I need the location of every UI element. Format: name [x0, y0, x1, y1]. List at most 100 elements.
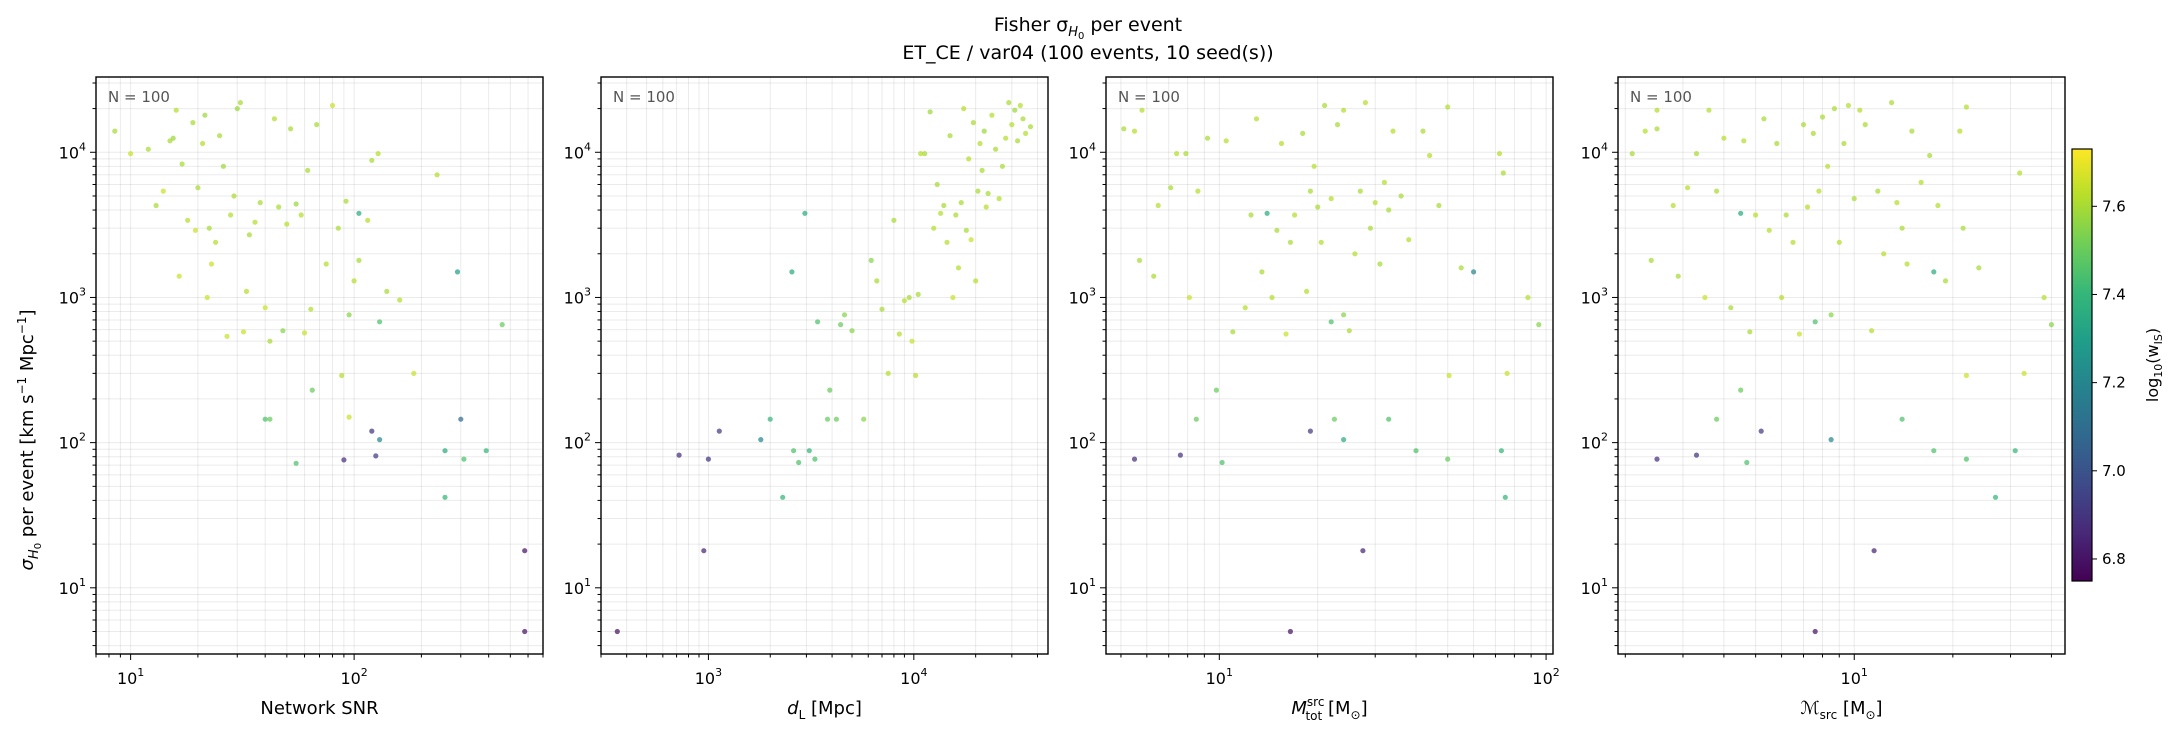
scatter-point [983, 204, 989, 210]
scatter-point [483, 448, 489, 454]
scatter-point [204, 294, 210, 301]
scatter-point [1828, 312, 1834, 318]
scatter-point [999, 163, 1006, 169]
scatter-point [1328, 319, 1334, 325]
scatter-point [192, 227, 198, 233]
scatter-point [1377, 261, 1383, 267]
scatter-point [1942, 278, 1949, 284]
scatter-point [308, 306, 314, 312]
scatter-point [1899, 225, 1905, 231]
scatter-point [1960, 225, 1966, 231]
scatter-point [849, 328, 855, 334]
scatter-point [1796, 331, 1802, 337]
scatter-point [276, 204, 282, 210]
scatter-point [1648, 257, 1654, 263]
scatter-point [243, 288, 250, 294]
scatter-point [1502, 494, 1508, 500]
scatter-point [1783, 212, 1789, 218]
scatter-point [1894, 200, 1900, 206]
scatter-point [314, 122, 320, 128]
scatter-point [1307, 428, 1313, 434]
scatter-point [1810, 130, 1816, 136]
scatter-point [458, 416, 464, 422]
scatter-point [442, 448, 448, 454]
scatter-point [1183, 151, 1189, 157]
scatter-point [1242, 305, 1248, 311]
scatter-point [815, 319, 821, 325]
scatter-point [827, 387, 833, 393]
scatter-point [411, 370, 417, 376]
scatter-point [1168, 185, 1174, 191]
scatter-point [2021, 370, 2027, 376]
scatter-point [780, 494, 786, 500]
scatter-point [841, 312, 848, 318]
scatter-point [705, 456, 712, 462]
scatter-point [1875, 188, 1881, 194]
scatter-point [1825, 163, 1831, 169]
scatter-point [262, 416, 268, 422]
scatter-point [1020, 116, 1026, 122]
scatter-point [522, 548, 528, 554]
scatter-point [989, 112, 995, 118]
colorbar-tick-label: 6.8 [2102, 550, 2126, 568]
scatter-point [375, 151, 381, 157]
scatter-point [346, 312, 352, 318]
scatter-point [1471, 269, 1477, 275]
scatter-point [1213, 387, 1219, 393]
scatter-point [1931, 269, 1937, 275]
scatter-point [1670, 202, 1676, 209]
colorbar-tick-label: 7.4 [2102, 285, 2126, 303]
scatter-point [953, 212, 959, 218]
y-tick-label: 103 [1581, 285, 1608, 307]
scatter-point [938, 210, 944, 216]
scatter-point [1629, 151, 1635, 157]
panel-4: 101 101 102 103 104 N = 100 ℳsrc [M⊙] [1581, 76, 2066, 722]
scatter-point [996, 196, 1002, 202]
scatter-point [179, 161, 185, 167]
scatter-point [985, 190, 991, 197]
scatter-point [1445, 456, 1451, 462]
scatter-point [1278, 140, 1285, 147]
scatter-point [356, 210, 362, 216]
x-axis-label: ℳsrc [M⊙] [1800, 698, 1882, 722]
scatter-point [1963, 104, 1969, 110]
y-tick-label: 102 [59, 431, 86, 453]
scatter-point [1341, 107, 1347, 113]
scatter-point [1812, 319, 1818, 325]
scatter-point [200, 140, 206, 147]
scatter-point [246, 232, 252, 238]
scatter-point [1790, 239, 1796, 245]
scatter-point [185, 217, 191, 223]
colorbar-tick-label: 7.0 [2102, 462, 2126, 480]
scatter-point [838, 322, 844, 328]
y-tick-label: 101 [564, 576, 591, 598]
scatter-point [1023, 130, 1029, 136]
scatter-point [1390, 128, 1396, 134]
scatter-point [1899, 416, 1905, 422]
scatter-point [909, 338, 915, 344]
scatter-point [153, 202, 159, 209]
scatter-point [1774, 140, 1780, 147]
scatter-point [1845, 102, 1851, 109]
scatter-point [1360, 548, 1366, 554]
scatter-point [499, 322, 505, 328]
scatter-point [228, 212, 234, 218]
figure-title-line1: Fisher σH0 per event [994, 14, 1182, 42]
scatter-point [1331, 416, 1337, 422]
axes-frame [1617, 76, 2066, 655]
scatter-point [915, 291, 921, 297]
scatter-point [298, 212, 304, 218]
scatter-point [384, 288, 390, 294]
panel-3: 101 102 101 102 103 104 N = 100 Msrc tot [M⊙] [1069, 76, 1560, 723]
scatter-point [288, 126, 294, 132]
scatter-point [1287, 239, 1293, 245]
scatter-point [1322, 102, 1328, 109]
scatter-point [993, 146, 999, 152]
scatter-point [1504, 370, 1510, 376]
y-tick-label: 102 [1581, 431, 1608, 453]
scatter-point [323, 261, 329, 267]
scatter-point [339, 372, 345, 379]
scatter-point [1857, 107, 1863, 113]
scatter-point [812, 456, 818, 462]
